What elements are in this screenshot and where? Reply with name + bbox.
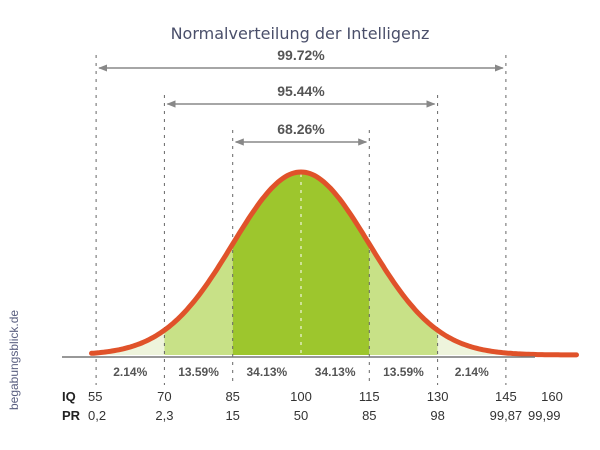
iq-tick-label: 55 xyxy=(88,389,102,404)
segment-area xyxy=(437,330,506,355)
pr-tick-label: 2,3 xyxy=(155,408,173,423)
segment-label: 13.59% xyxy=(383,365,424,379)
pr-tick-label: 85 xyxy=(362,408,376,423)
distribution-curve xyxy=(89,169,579,358)
pr-tick-label: 50 xyxy=(294,408,308,423)
span-label: 99.72% xyxy=(277,47,325,63)
iq-tick-label: 85 xyxy=(225,389,239,404)
span-label: 68.26% xyxy=(277,121,325,137)
iq-tick-label: 160 xyxy=(541,389,563,404)
segment-area xyxy=(301,172,370,355)
row-label: PR xyxy=(62,408,81,423)
pr-tick-label: 98 xyxy=(430,408,444,423)
chart-title: Normalverteilung der Intelligenz xyxy=(171,24,430,43)
segment-label: 2.14% xyxy=(113,365,147,379)
segment-area xyxy=(232,172,301,355)
iq-tick-label: 115 xyxy=(359,389,380,404)
pr-tick-label: 15 xyxy=(225,408,239,423)
segment-label: 13.59% xyxy=(178,365,219,379)
segment-label: 2.14% xyxy=(455,365,489,379)
iq-tick-label: 145 xyxy=(495,389,517,404)
pr-tick-label: 99,99 xyxy=(528,408,561,423)
pr-tick-label: 0,2 xyxy=(88,408,106,423)
watermark: begabungsblick.de xyxy=(7,310,21,410)
span-label: 95.44% xyxy=(277,83,325,99)
iq-tick-label: 70 xyxy=(157,389,171,404)
row-label: IQ xyxy=(62,389,76,404)
segment-label: 34.13% xyxy=(246,365,287,379)
pr-tick-label: 99,87 xyxy=(490,408,523,423)
iq-tick-label: 130 xyxy=(427,389,449,404)
segment-area xyxy=(96,330,165,355)
iq-tick-label: 100 xyxy=(290,389,312,404)
segment-label: 34.13% xyxy=(315,365,356,379)
